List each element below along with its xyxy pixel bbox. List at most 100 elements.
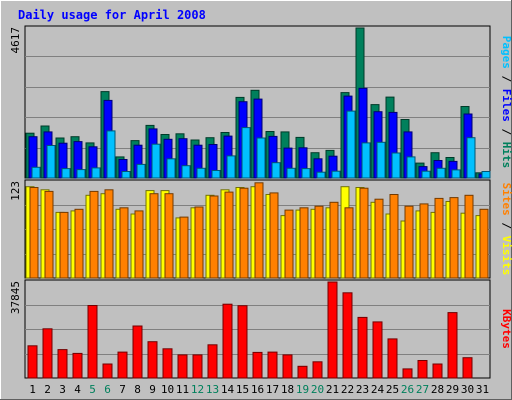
sites-bar: 8: 86 (134, 210, 144, 279)
sites-bar: 9: 108 (149, 193, 159, 279)
kbytes-bar: 8: 20500 (132, 325, 143, 379)
kbytes-bar: 24: 22100 (372, 321, 383, 379)
kbytes-bar: 9: 14300 (147, 341, 158, 379)
pages-bar: 4: 260 (76, 169, 86, 179)
sites-bar: 18: 87 (284, 209, 294, 279)
kbytes-bar: 4: 9700 (72, 352, 83, 379)
sites-bar: 3: 84 (59, 211, 69, 279)
pages-bar: 19: 290 (301, 168, 311, 179)
day-label: 18 (281, 383, 294, 396)
kbytes-bar: 14: 29100 (222, 303, 233, 379)
day-label: 29 (446, 383, 459, 396)
pages-bar: 26: 650 (406, 156, 416, 179)
kbytes-bar: 22: 33600 (342, 292, 353, 379)
y-max-label: 123 (9, 181, 22, 201)
day-label: 12 (191, 383, 204, 396)
sites-bar: 11: 78 (179, 216, 189, 279)
kbytes-bar: 26: 3600 (402, 368, 413, 379)
pages-bar: 13: 230 (211, 170, 221, 179)
kbytes-bar: 21: 37845 (327, 281, 338, 379)
legend-kbytes: KBytes (500, 309, 512, 349)
day-label: 31 (476, 383, 489, 396)
legend-pages: Pages (500, 36, 512, 69)
day-label: 21 (326, 383, 339, 396)
day-label: 15 (236, 383, 249, 396)
sites-bar: 5: 111 (89, 190, 99, 279)
sites-bar: 26: 92 (404, 205, 414, 279)
sites-bar: 4: 88 (74, 208, 84, 279)
pages-bar: 1: 330 (31, 166, 41, 179)
day-label: 3 (59, 383, 66, 396)
day-label: 2 (44, 383, 51, 396)
pages-bar: 23: 1080 (361, 142, 371, 179)
legend-kbytes: KBytes (500, 309, 512, 349)
pages-bar: 16: 1230 (256, 137, 266, 179)
sites-bar: 22: 90 (344, 207, 354, 279)
day-label: 17 (266, 383, 279, 396)
legend-visits-sites: Sites / Visits (500, 183, 512, 276)
day-label: 10 (161, 383, 174, 396)
kbytes-bar: 11: 9100 (177, 354, 188, 379)
sites-bar: 12: 91 (194, 206, 204, 279)
sites-bar: 28: 102 (434, 197, 444, 279)
kbytes-bar: 3: 11200 (57, 349, 68, 379)
legend-sites: Sites (500, 183, 512, 216)
day-label: 26 (401, 383, 414, 396)
sites-bar: 13: 105 (209, 195, 219, 279)
day-label: 14 (221, 383, 235, 396)
pages-bar: 11: 380 (181, 165, 191, 179)
pages-bar: 10: 590 (166, 158, 176, 179)
day-label: 13 (206, 383, 219, 396)
kbytes-bar: 1: 12700 (27, 345, 38, 379)
sites-bar: 20: 92 (314, 205, 324, 279)
chart-panels: 46171: 13802: 16003: 12304: 12705: 10806… (9, 25, 512, 379)
pages-bar: 12: 300 (196, 167, 206, 179)
day-label: 5 (89, 383, 96, 396)
legend-visits: Visits (500, 236, 512, 276)
chart-title: Daily usage for April 2008 (18, 8, 206, 22)
kbytes-bar: 5: 28600 (87, 305, 98, 379)
sites-bar: 6: 113 (104, 189, 114, 279)
kbytes-bar: 17: 10200 (267, 351, 278, 379)
pages-bar: 17: 470 (271, 162, 281, 179)
kbytes-bar: 29: 25800 (447, 312, 458, 379)
kbytes-bar: 15: 28500 (237, 305, 248, 379)
day-label: 19 (296, 383, 309, 396)
pages-bar: 9: 1040 (151, 143, 161, 179)
day-label: 6 (104, 383, 111, 396)
pages-bar: 31: 200 (481, 171, 491, 179)
day-label: 22 (341, 383, 354, 396)
panel-hits-files-pages: 46171: 13802: 16003: 12304: 12705: 10806… (9, 25, 512, 179)
pages-bar: 24: 1100 (376, 141, 386, 179)
legend-files: Files (500, 89, 512, 122)
sites-bar: 15: 115 (239, 187, 249, 279)
day-label: 27 (416, 383, 429, 396)
kbytes-bar: 6: 5500 (102, 363, 113, 379)
pages-bar: 15: 1550 (241, 127, 251, 179)
kbytes-bar: 30: 8000 (462, 357, 473, 379)
sites-bar: 19: 90 (299, 207, 309, 279)
kbytes-bar: 12: 9100 (192, 354, 203, 379)
sites-bar: 14: 110 (224, 191, 234, 279)
y-max-label: 37845 (9, 281, 22, 314)
pages-bar: 3: 290 (61, 168, 71, 179)
kbytes-bar: 7: 10200 (117, 351, 128, 379)
day-label: 16 (251, 383, 264, 396)
day-label: 4 (74, 383, 81, 396)
sites-bar: 2: 111 (44, 190, 54, 279)
kbytes-bar: 18: 9100 (282, 354, 293, 379)
kbytes-bar: 27: 6900 (417, 360, 428, 379)
pages-bar: 7: 200 (121, 171, 131, 179)
pages-bar: 25: 770 (391, 152, 401, 179)
day-label: 11 (176, 383, 189, 396)
sites-bar: 25: 107 (389, 194, 399, 279)
day-label: 25 (386, 383, 399, 396)
kbytes-bar: 23: 23900 (357, 316, 368, 379)
day-label: 23 (356, 383, 369, 396)
pages-bar: 8: 420 (136, 163, 146, 179)
pages-bar: 2: 1000 (46, 145, 56, 179)
kbytes-bar: 16: 10100 (252, 351, 263, 379)
kbytes-bar: 25: 15400 (387, 338, 398, 379)
sites-bar: 30: 106 (464, 194, 474, 279)
